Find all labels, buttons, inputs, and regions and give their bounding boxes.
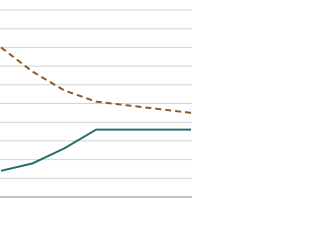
series-line <box>0 46 192 114</box>
chart <box>0 9 192 198</box>
series-line <box>0 128 191 172</box>
